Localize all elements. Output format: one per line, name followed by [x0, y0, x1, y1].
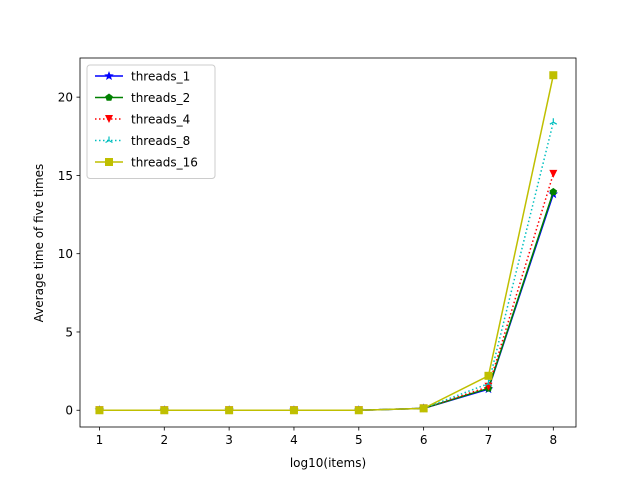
y-tick-label: 15 — [58, 169, 73, 183]
legend-label-threads_8: threads_8 — [131, 134, 190, 148]
x-axis-label: log10(items) — [290, 456, 366, 470]
x-tick-label: 5 — [355, 433, 363, 447]
x-tick-label: 7 — [485, 433, 493, 447]
axes-frame — [79, 57, 577, 428]
legend-item-threads_8: threads_8 — [95, 134, 190, 148]
legend-marker-threads_8 — [105, 136, 113, 144]
x-tick-label: 6 — [420, 433, 428, 447]
legend-label-threads_1: threads_1 — [131, 70, 190, 84]
data-point-threads_16-4 — [289, 406, 298, 415]
legend-label-threads_16: threads_16 — [131, 156, 198, 170]
y-tick-label: 20 — [58, 91, 73, 105]
data-point-threads_16-6 — [419, 404, 428, 413]
legend-item-threads_4: threads_4 — [95, 113, 190, 127]
data-point-threads_16-2 — [160, 406, 169, 415]
data-point-threads_16-5 — [354, 406, 363, 415]
legend-label-threads_2: threads_2 — [131, 91, 190, 105]
data-point-threads_8-8 — [549, 118, 558, 125]
x-tick-label: 2 — [160, 433, 168, 447]
legend: threads_1 threads_2 threads_4 threads_8thre… — [86, 64, 216, 179]
x-tick-label: 4 — [290, 433, 298, 447]
data-point-threads_4-8 — [549, 169, 558, 178]
legend-item-threads_2: threads_2 — [95, 91, 190, 105]
legend-box — [86, 64, 216, 179]
x-tick-label: 1 — [96, 433, 104, 447]
y-axis-label: Average time of five times — [32, 164, 46, 323]
legend-marker-threads_2 — [105, 93, 113, 101]
y-tick-label: 0 — [65, 404, 73, 418]
data-point-threads_16-3 — [225, 406, 234, 415]
legend-marker-threads_4 — [105, 115, 113, 123]
data-point-threads_8-7 — [484, 379, 493, 387]
x-tick-label: 3 — [225, 433, 233, 447]
data-point-threads_2-8 — [549, 187, 558, 196]
x-tick-label: 8 — [549, 433, 557, 447]
series-line-threads_4 — [99, 173, 555, 411]
y-tick-label: 5 — [65, 325, 73, 339]
plot-area — [94, 71, 559, 415]
legend-marker-threads_1 — [104, 71, 114, 81]
data-point-threads_16-7 — [484, 371, 493, 380]
series-line-threads_16 — [99, 75, 555, 411]
y-tick-label: 10 — [58, 247, 73, 261]
legend-label-threads_4: threads_4 — [131, 113, 190, 127]
series-threads_16 — [95, 71, 558, 415]
data-point-threads_16-8 — [549, 71, 558, 80]
data-point-threads_16-1 — [95, 406, 104, 415]
axes: 1 2 3 4 5 6 7 8 0 5 10 15 20 — [58, 57, 577, 447]
legend-item-threads_16: threads_16 — [95, 156, 198, 170]
legend-item-threads_1: threads_1 — [95, 70, 190, 84]
legend-marker-threads_16 — [105, 158, 113, 166]
